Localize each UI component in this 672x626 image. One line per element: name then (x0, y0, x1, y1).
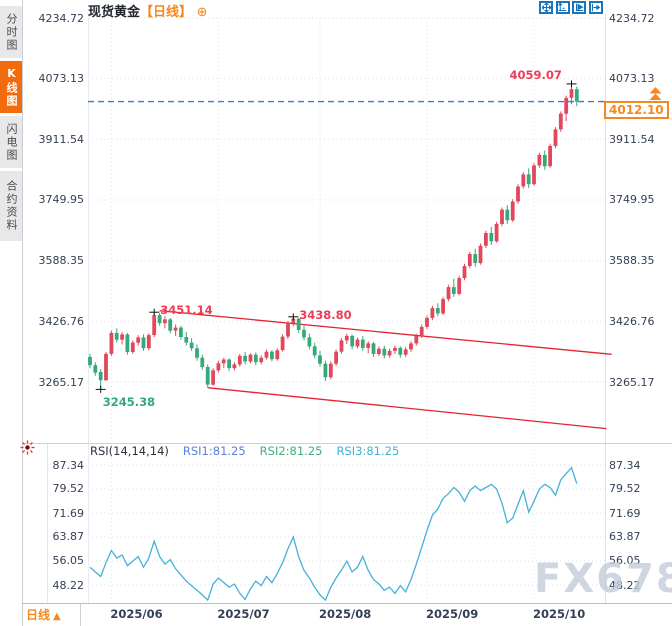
price-up-arrow-icon (648, 86, 663, 105)
extreme-markers (95, 80, 577, 393)
footer-period-label: 日线 (26, 608, 51, 622)
gridlines (88, 17, 605, 601)
rsi-series-label: RSI1:81.25 (182, 444, 246, 458)
sidebar-tab-contract-info[interactable]: 合约资料 (0, 171, 22, 241)
candles-layer (88, 83, 579, 390)
footer-period-button[interactable]: 日线 ▲ (26, 606, 61, 623)
up-triangle-icon: ▲ (53, 611, 61, 622)
rsi-line (89, 466, 578, 602)
axis-play-icon[interactable] (572, 1, 586, 14)
period-tag: 【日线】 (140, 5, 193, 20)
sidebar-tab-kline[interactable]: K线图 (0, 61, 22, 113)
sidebar-tab-lightning[interactable]: 闪电图 (0, 116, 22, 168)
rsi-series-label: RSI2:81.25 (259, 444, 323, 458)
add-indicator-icon[interactable]: ⊕ (196, 5, 208, 20)
axis-zoom-icon[interactable] (555, 1, 570, 14)
axis-step-icon[interactable] (588, 1, 603, 14)
chart-header: 现货黄金【日线】 ⊕ (88, 1, 207, 20)
rsi-series-label: RSI3:81.25 (336, 444, 400, 458)
current-price-tag: 4012.10 (604, 101, 669, 119)
sidebar-tab-timeline[interactable]: 分时图 (0, 6, 22, 58)
trendlines (159, 310, 612, 430)
live-flash-icon[interactable] (20, 440, 35, 459)
symbol-title: 现货黄金 (88, 5, 141, 20)
rsi-indicator-label: RSI(14,14,14) (90, 444, 169, 458)
panel-borders (22, 0, 672, 626)
pan-icon[interactable] (539, 1, 553, 14)
rsi-legend: RSI(14,14,14) RSI1:81.25 RSI2:81.25 RSI3:8… (90, 444, 399, 458)
chart-toolbar (539, 1, 603, 14)
